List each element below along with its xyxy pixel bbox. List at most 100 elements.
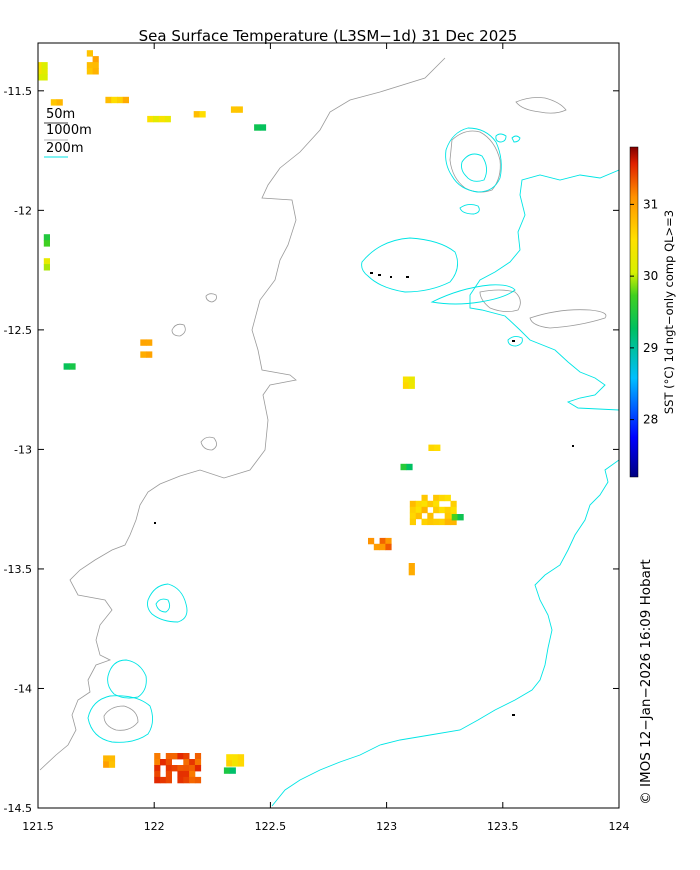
sst-cell — [183, 770, 190, 778]
sst-cell — [226, 760, 233, 767]
plot-frame — [37, 42, 620, 809]
sst-cell — [379, 537, 386, 545]
x-tick-label: 122.5 — [255, 820, 287, 833]
sst-cell — [433, 518, 440, 526]
colorbar: 28 29 30 31 SST (°C) 1d ngt−only comp QL>=3 — [629, 146, 676, 478]
sst-cell — [158, 115, 165, 123]
sst-cell — [38, 74, 42, 81]
sst-cell — [402, 382, 410, 389]
sst-cell — [111, 96, 118, 104]
sst-cell — [421, 500, 428, 508]
sst-cell — [433, 500, 440, 508]
sst-cell — [428, 444, 435, 451]
credit-text: © IMOS 12−Jan−2026 16:09 Hobart — [638, 559, 654, 804]
sst-cell — [153, 115, 160, 123]
sst-cell — [103, 755, 110, 762]
sst-cell — [444, 506, 451, 514]
contour-1000m-islet-b — [205, 293, 217, 303]
sst-cell — [450, 518, 457, 526]
sst-cell — [385, 543, 392, 551]
sst-cell — [117, 96, 124, 104]
sst-cell — [189, 776, 196, 784]
contour-200m-small-ring — [459, 203, 480, 215]
contour-200m-mid-atoll-inner — [155, 598, 171, 613]
sst-cell — [444, 512, 451, 520]
y-tick-label: -13 — [14, 443, 32, 456]
sst-cell — [41, 74, 48, 81]
sst-cell — [165, 759, 172, 766]
sst-cell — [140, 351, 147, 358]
sst-cell — [103, 761, 110, 768]
y-tick-label: -14.5 — [4, 802, 32, 815]
sst-cell — [223, 767, 231, 774]
sst-cell — [43, 264, 50, 271]
depth-legend: 50m 1000m 200m — [44, 107, 92, 158]
x-tick-label: 123.5 — [487, 820, 519, 833]
sst-cell — [254, 124, 261, 131]
sst-cell — [177, 753, 184, 760]
colorbar-tick-label: 30 — [643, 269, 658, 283]
sst-cell — [183, 776, 190, 784]
sst-cell — [194, 759, 202, 766]
sst-cell — [56, 99, 63, 106]
sst-cell — [38, 62, 42, 69]
sst-cell — [147, 115, 154, 123]
colorbar-title: SST (°C) 1d ngt−only comp QL>=3 — [662, 210, 676, 414]
sst-cell — [189, 759, 196, 766]
contour-1000m-reef-north — [515, 97, 567, 114]
colorbar-ticks: 28 29 30 31 — [630, 197, 658, 427]
sst-cell — [421, 494, 428, 502]
sst-cell — [86, 50, 93, 57]
sst-cell — [177, 776, 184, 784]
sst-cell — [409, 506, 416, 514]
colorbar-tick-label: 29 — [643, 341, 658, 355]
sst-cell — [183, 753, 190, 760]
sst-cell — [368, 537, 375, 545]
sst-cell — [165, 776, 172, 784]
sst-cell — [433, 506, 440, 514]
sst-cell — [427, 512, 434, 520]
sst-cell — [41, 62, 48, 69]
sst-cell — [183, 765, 190, 772]
sst-cell — [194, 776, 202, 784]
sst-cell — [450, 500, 457, 508]
sst-cell — [193, 111, 200, 118]
sst-cell — [43, 258, 50, 265]
sst-cell — [385, 537, 392, 545]
sst-cell — [38, 68, 42, 75]
sst-cell — [421, 506, 428, 514]
sst-cell — [230, 106, 238, 113]
sst-cell — [415, 512, 422, 520]
sst-cell — [122, 96, 129, 104]
colorbar-tick-label: 31 — [643, 197, 658, 211]
contour-200m-south-reef-south — [87, 695, 153, 743]
sst-cell — [154, 776, 161, 784]
sst-cell — [154, 765, 161, 772]
sst-cell — [199, 111, 206, 118]
sst-cell — [415, 506, 422, 514]
sst-cell — [92, 56, 99, 63]
y-tick-label: -12.5 — [4, 324, 32, 337]
contour-200m-south-reef-inner — [103, 705, 139, 731]
sst-cell — [427, 518, 434, 526]
sst-cell — [229, 767, 236, 774]
map-title: Sea Surface Temperature (L3SM−1d) 31 Dec… — [139, 27, 518, 45]
sst-cell — [236, 106, 243, 113]
sst-cell — [140, 339, 147, 346]
sst-cell — [433, 494, 440, 502]
contour-200m-ashmore-like — [361, 237, 459, 293]
sst-cell — [160, 776, 167, 784]
sst-cell — [177, 770, 184, 778]
sst-cell — [165, 753, 172, 760]
sst-cell — [108, 761, 116, 768]
contour-1000m-reef-east — [529, 309, 607, 329]
sst-cell — [108, 755, 116, 762]
sst-cell — [41, 68, 48, 75]
sst-cell — [171, 753, 178, 760]
sst-cell — [63, 363, 70, 370]
sst-cell — [408, 376, 415, 383]
sst-cell — [92, 62, 99, 69]
sst-cell — [237, 760, 245, 767]
